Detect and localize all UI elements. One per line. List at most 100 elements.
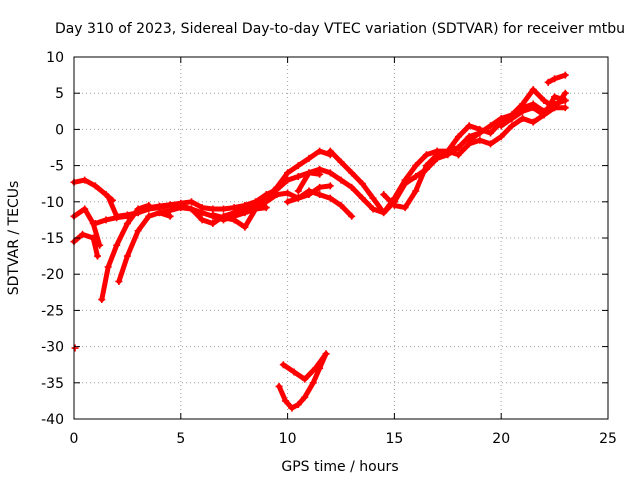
data-point	[337, 158, 345, 166]
series-arc-20	[279, 350, 330, 383]
data-point	[91, 220, 99, 228]
data-point	[301, 393, 309, 401]
data-point	[71, 344, 79, 352]
chart-title: Day 310 of 2023, Sidereal Day-to-day VTE…	[55, 21, 625, 37]
data-point	[551, 93, 559, 101]
data-point	[529, 86, 537, 94]
data-point	[529, 104, 537, 112]
data-point	[487, 122, 495, 130]
data-point	[294, 194, 302, 202]
data-point	[540, 111, 548, 119]
data-point	[454, 133, 462, 141]
data-point	[316, 165, 324, 173]
data-point	[380, 191, 388, 199]
data-point	[113, 214, 121, 222]
data-point	[519, 115, 527, 123]
data-point	[401, 204, 409, 212]
data-point	[544, 78, 552, 86]
data-point	[412, 187, 420, 195]
data-point	[348, 169, 356, 177]
data-point	[497, 115, 505, 123]
x-tick-label: 0	[70, 431, 79, 447]
data-point	[91, 182, 99, 190]
data-point	[113, 241, 121, 249]
data-point	[241, 205, 249, 213]
data-point	[497, 122, 505, 130]
data-point	[529, 118, 537, 126]
data-point	[305, 154, 313, 162]
series-arc-10	[284, 187, 356, 220]
data-point	[412, 162, 420, 170]
data-point	[209, 211, 217, 219]
x-tick-label: 25	[599, 431, 617, 447]
data-point	[301, 375, 309, 383]
y-tick-label: 0	[55, 122, 64, 138]
y-tick-label: -25	[41, 303, 64, 319]
series-arc-7	[115, 209, 174, 285]
data-point	[290, 368, 298, 376]
data-point	[79, 230, 87, 238]
data-point	[487, 140, 495, 148]
x-tick-label: 20	[492, 431, 510, 447]
data-point	[220, 205, 228, 213]
series-line	[295, 145, 461, 216]
y-tick-label: -30	[41, 340, 64, 356]
data-point	[294, 172, 302, 180]
data-point	[561, 104, 569, 112]
series-point-21	[71, 344, 79, 352]
data-point	[104, 263, 112, 271]
series-layer	[70, 71, 569, 412]
data-point	[508, 122, 516, 130]
data-point	[187, 205, 195, 213]
data-point	[337, 176, 345, 184]
data-point	[187, 198, 195, 206]
data-point	[262, 198, 270, 206]
series-arc-17	[497, 93, 569, 130]
data-point	[98, 296, 106, 304]
x-tick-label: 10	[279, 431, 297, 447]
data-point	[561, 71, 569, 79]
ticks-layer: 0 5 10 15 20 25 10 5 0 -5 -10 -15 -20 -25 -30 -35 -40	[41, 50, 617, 447]
data-point	[284, 198, 292, 206]
series-arc-18	[544, 71, 569, 86]
x-tick-label: 5	[176, 431, 185, 447]
data-point	[134, 205, 142, 213]
y-tick-label: -35	[41, 376, 64, 392]
data-point	[444, 147, 452, 155]
data-point	[123, 220, 131, 228]
data-point	[275, 382, 283, 390]
data-point	[316, 183, 324, 191]
data-point	[561, 89, 569, 97]
data-point	[294, 187, 302, 195]
data-point	[540, 96, 548, 104]
series-line	[280, 351, 329, 382]
data-point	[93, 252, 101, 260]
data-point	[252, 205, 260, 213]
data-point	[281, 397, 289, 405]
data-point	[273, 191, 281, 199]
data-point	[230, 209, 238, 217]
data-point	[551, 104, 559, 112]
data-point	[284, 189, 292, 197]
data-point	[519, 100, 527, 108]
y-tick-label: -15	[41, 231, 64, 247]
y-tick-label: -10	[41, 195, 64, 211]
data-point	[369, 205, 377, 213]
data-point	[358, 180, 366, 188]
data-point	[177, 204, 185, 212]
data-point	[198, 209, 206, 217]
data-point	[390, 201, 398, 209]
data-point	[326, 182, 334, 190]
data-point	[465, 136, 473, 144]
x-axis-label: GPS time / hours	[281, 459, 398, 475]
data-point	[134, 227, 142, 235]
data-point	[309, 379, 317, 387]
data-point	[412, 172, 420, 180]
data-point	[476, 136, 484, 144]
data-point	[273, 183, 281, 191]
data-point	[380, 209, 388, 217]
data-point	[220, 214, 228, 222]
data-point	[551, 75, 559, 83]
data-point	[322, 350, 330, 358]
